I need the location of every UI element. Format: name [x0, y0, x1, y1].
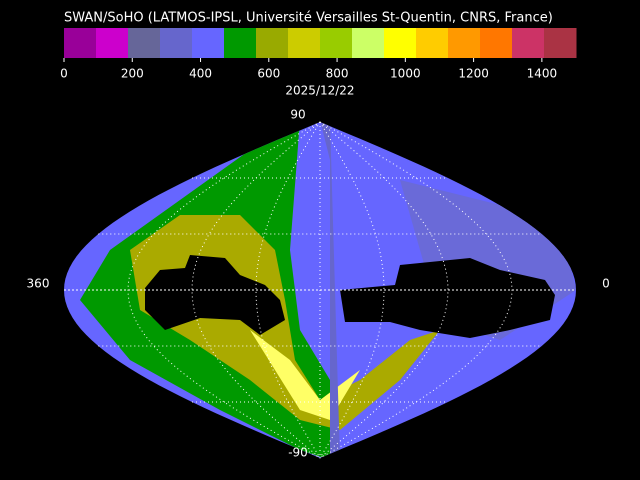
south-label: -90 [288, 446, 308, 460]
colorbar-segment [384, 28, 417, 58]
colorbar-tick-label: 1400 [527, 67, 558, 81]
north-label: 90 [290, 108, 305, 122]
colorbar-segment [224, 28, 257, 58]
meridian [319, 121, 385, 459]
left-label: 360 [27, 277, 50, 291]
colorbar-segment [160, 28, 193, 58]
right-label: 0 [602, 277, 610, 291]
colorbar-segment [416, 28, 449, 58]
colorbar-segment [544, 28, 577, 58]
colorbar-tick-label: 600 [257, 67, 280, 81]
colorbar-tick-label: 400 [189, 67, 212, 81]
sky-map [64, 121, 576, 459]
colorbar: 0 200 400 600 800 1000 1200 1400 [60, 28, 577, 81]
date: 2025/12/22 [285, 84, 354, 98]
colorbar-segment [192, 28, 225, 58]
colorbar-tick-label: 1200 [458, 67, 489, 81]
colorbar-segment [64, 28, 97, 58]
colorbar-tick-label: 200 [121, 67, 144, 81]
colorbar-segment [96, 28, 129, 58]
colorbar-segment [256, 28, 289, 58]
colorbar-segment [320, 28, 353, 58]
meridian [255, 121, 321, 459]
colorbar-segment [288, 28, 321, 58]
gap-right [340, 258, 555, 338]
colorbar-segment [512, 28, 545, 58]
colorbar-segment [128, 28, 161, 58]
colorbar-tick-label: 1000 [390, 67, 421, 81]
colorbar-tick-label: 800 [326, 67, 349, 81]
colorbar-tick-label: 0 [60, 67, 68, 81]
gap-left [145, 255, 285, 335]
colorbar-segment [480, 28, 513, 58]
colorbar-segment [448, 28, 481, 58]
colorbar-segment [352, 28, 385, 58]
title: SWAN/SoHO (LATMOS-IPSL, Université Versa… [64, 11, 553, 26]
